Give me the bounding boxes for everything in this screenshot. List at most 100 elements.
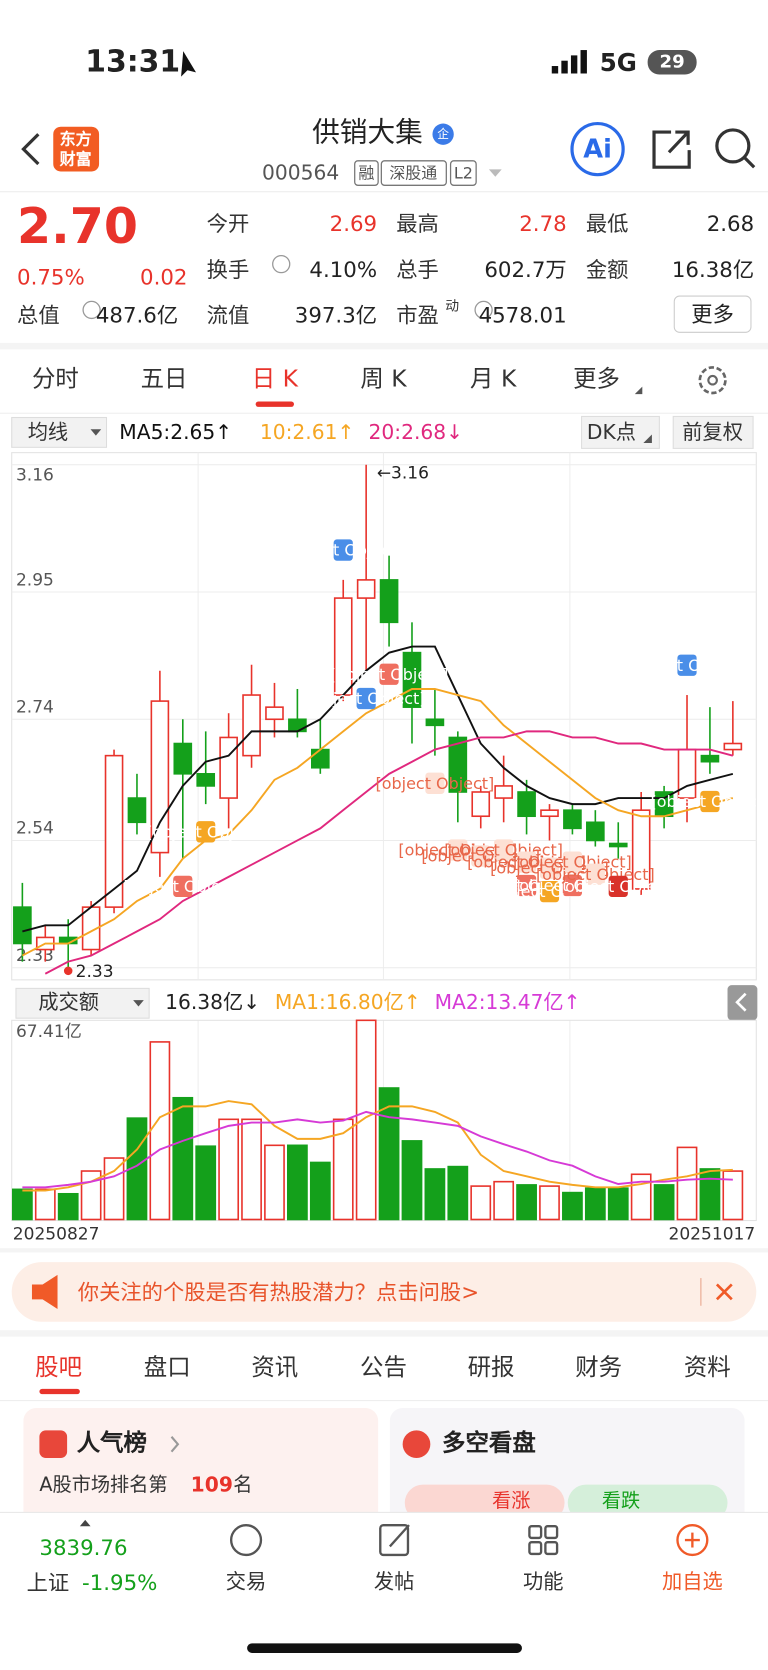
section-tab[interactable]: 资料 <box>683 1354 731 1382</box>
banner-text[interactable]: 你关注的个股是否有热股潜力？点击问股> <box>77 1279 480 1305</box>
signal-badge <box>585 863 605 885</box>
candle-body <box>219 736 238 799</box>
banner[interactable] <box>11 1262 757 1322</box>
signal-icon <box>551 50 587 74</box>
collapse-icon <box>735 992 747 1012</box>
stock-tag: 融 <box>358 163 375 183</box>
candle-body <box>104 754 124 908</box>
max-label: ←3.16 <box>377 463 429 483</box>
stock-tag: 深股通 <box>389 163 438 183</box>
y-tick-label: 2.33 <box>16 946 54 966</box>
dropdown-icon[interactable] <box>488 169 502 177</box>
candle-body <box>586 821 605 842</box>
index-change: -1.95% <box>82 1569 158 1596</box>
volume-bar <box>241 1118 262 1221</box>
volume-bar <box>722 1170 744 1221</box>
nav-label[interactable]: 加自选 <box>662 1570 723 1594</box>
add-watch-icon[interactable] <box>676 1523 709 1557</box>
tab[interactable]: 日 K <box>251 366 298 394</box>
signal-badge <box>356 687 376 710</box>
settings-button[interactable] <box>698 366 727 395</box>
adjust-button[interactable] <box>672 415 754 449</box>
nav-icons <box>229 1523 559 1557</box>
tab[interactable]: 周 K <box>360 366 407 394</box>
nav-label[interactable]: 功能 <box>522 1570 564 1594</box>
volume-bar <box>355 1019 377 1221</box>
legend-entry: 10:2.61↑ <box>260 420 355 444</box>
field-sup: 动 <box>445 298 460 315</box>
collapse-button[interactable] <box>727 985 758 1021</box>
volume-bar <box>378 1087 400 1221</box>
volume-bar <box>401 1140 423 1221</box>
field-label: 总值 <box>17 302 60 329</box>
ai-button[interactable] <box>570 121 625 177</box>
signal-label: [object Object] <box>559 877 678 896</box>
nav-label[interactable]: 发帖 <box>373 1570 415 1594</box>
signal-badge <box>539 857 560 879</box>
candle-body <box>356 579 376 599</box>
tab[interactable]: 分时 <box>31 366 79 394</box>
section-tab[interactable]: 研报 <box>467 1354 515 1382</box>
section-tab[interactable]: 股吧 <box>35 1354 83 1382</box>
dropdown-icon <box>634 386 643 395</box>
share-button[interactable] <box>652 130 691 169</box>
bear-label[interactable]: 看跌 <box>601 1490 641 1513</box>
more-label[interactable]: 更多 <box>691 301 734 327</box>
index-value: 3839.76 <box>39 1534 128 1561</box>
section-tab[interactable]: 资讯 <box>251 1354 299 1382</box>
popularity-card[interactable] <box>23 1407 379 1526</box>
divider <box>0 342 768 350</box>
section-tab[interactable]: 盘口 <box>143 1354 191 1382</box>
indicator-menu[interactable] <box>11 416 108 448</box>
section-tab[interactable]: 公告 <box>360 1354 407 1382</box>
tab[interactable]: 月 K <box>470 366 517 394</box>
y-tick-label: 2.95 <box>16 570 54 590</box>
bull-pill[interactable] <box>404 1484 565 1521</box>
signal-badge <box>196 821 216 843</box>
back-button[interactable] <box>21 133 40 166</box>
volume-bar <box>11 1188 33 1221</box>
tab[interactable]: 更多 <box>573 366 620 394</box>
y-tick-label: 3.16 <box>16 465 54 485</box>
info-icon <box>82 300 101 320</box>
signal-badge <box>379 663 399 685</box>
menu-label: 成交额 <box>38 990 99 1014</box>
bear-pill[interactable] <box>567 1484 728 1521</box>
volume-bar <box>309 1161 331 1221</box>
volume-menu[interactable] <box>15 987 150 1019</box>
expand-icon[interactable] <box>79 1519 91 1527</box>
field-value: 4578.01 <box>478 302 567 329</box>
search-button[interactable] <box>715 128 756 169</box>
signal-badge <box>448 839 468 861</box>
logo <box>53 126 100 172</box>
more-button[interactable] <box>673 295 752 333</box>
candle-body <box>196 773 216 787</box>
tab[interactable]: 五日 <box>140 366 188 394</box>
badge: 企 <box>437 127 449 142</box>
location-icon <box>181 51 196 77</box>
rank-value: 109 <box>190 1473 233 1497</box>
section-tab[interactable]: 财务 <box>575 1354 623 1382</box>
tab-underline <box>255 401 294 407</box>
dropdown-icon <box>133 1000 144 1007</box>
signal-badge <box>677 654 697 676</box>
close-button[interactable] <box>715 1283 733 1301</box>
volume-bar <box>149 1041 171 1221</box>
candle-body <box>13 906 32 945</box>
settings-button <box>707 374 718 386</box>
tab-underline <box>39 1388 80 1395</box>
home-indicator <box>247 1643 522 1653</box>
date-label: 20250827 <box>13 1224 100 1244</box>
volume-bar <box>699 1168 721 1221</box>
volume-bar <box>562 1191 583 1221</box>
field-value: 2.78 <box>519 210 567 237</box>
change-pct: 0.75% <box>17 264 85 290</box>
ai-label[interactable]: Ai <box>583 134 612 165</box>
signal-badge <box>562 851 583 873</box>
nav-label[interactable]: 交易 <box>225 1570 267 1594</box>
bull-label[interactable]: 看涨 <box>492 1490 531 1513</box>
signal-badge <box>562 874 583 897</box>
candle-body <box>173 742 193 775</box>
card-title: 多空看盘 <box>442 1430 536 1457</box>
